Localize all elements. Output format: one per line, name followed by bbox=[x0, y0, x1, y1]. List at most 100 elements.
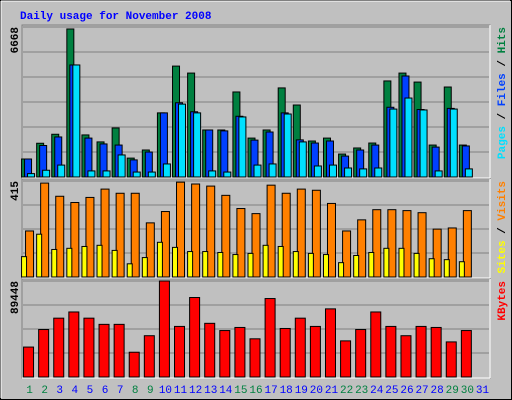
bar bbox=[162, 163, 171, 178]
bar bbox=[385, 325, 397, 378]
y-tick-label: 89448 bbox=[10, 281, 22, 314]
bar bbox=[340, 340, 352, 378]
bar bbox=[102, 170, 111, 178]
bar bbox=[268, 163, 277, 178]
x-tick-label: 12 bbox=[189, 385, 202, 397]
bar bbox=[206, 185, 216, 278]
legend-entry: Files bbox=[497, 73, 509, 106]
bar bbox=[145, 222, 155, 278]
bar bbox=[98, 323, 110, 378]
bar bbox=[443, 259, 450, 278]
bar bbox=[57, 164, 66, 178]
bar bbox=[70, 202, 80, 278]
bar bbox=[253, 164, 262, 178]
bar bbox=[81, 245, 88, 278]
x-tick-label: 7 bbox=[117, 385, 124, 397]
legend-entry: Hits bbox=[497, 27, 509, 53]
bar bbox=[404, 97, 413, 178]
bar bbox=[113, 323, 125, 378]
x-tick-label: 18 bbox=[280, 385, 293, 397]
x-tick-label: 9 bbox=[147, 385, 154, 397]
x-tick-label: 21 bbox=[325, 385, 339, 397]
x-tick-label: 24 bbox=[370, 385, 384, 397]
bar bbox=[447, 227, 457, 278]
bar bbox=[398, 247, 405, 278]
bar bbox=[42, 169, 51, 178]
bar bbox=[128, 351, 140, 378]
bar bbox=[251, 213, 261, 278]
bar bbox=[344, 167, 353, 178]
bar bbox=[460, 330, 472, 378]
bar bbox=[115, 192, 125, 278]
bar bbox=[266, 184, 276, 278]
x-tick-label: 30 bbox=[461, 385, 474, 397]
x-tick-label: 17 bbox=[264, 385, 277, 397]
x-tick-label: 2 bbox=[41, 385, 48, 397]
x-tick-label: 16 bbox=[249, 385, 262, 397]
bar bbox=[464, 168, 473, 178]
bar bbox=[419, 109, 428, 178]
bar bbox=[189, 297, 201, 378]
bar bbox=[283, 113, 292, 178]
bar bbox=[338, 262, 345, 278]
bar bbox=[55, 195, 65, 278]
bar bbox=[458, 261, 465, 278]
bar bbox=[249, 338, 261, 378]
bar bbox=[262, 244, 269, 278]
bar bbox=[111, 249, 118, 278]
bar bbox=[83, 317, 95, 378]
bar bbox=[326, 202, 336, 278]
x-tick-label: 5 bbox=[87, 385, 94, 397]
bar bbox=[158, 280, 170, 378]
x-tick-label: 31 bbox=[476, 385, 490, 397]
bar bbox=[100, 188, 110, 278]
legend: KBytes bbox=[497, 281, 509, 321]
bar bbox=[238, 116, 247, 178]
bar bbox=[400, 335, 412, 378]
bar bbox=[219, 330, 231, 378]
x-tick-label: 11 bbox=[174, 385, 188, 397]
bar bbox=[40, 182, 50, 278]
bar bbox=[322, 254, 329, 278]
bar bbox=[172, 246, 179, 278]
bar bbox=[178, 103, 187, 178]
bar bbox=[292, 251, 299, 278]
legend-entry: KBytes bbox=[497, 281, 509, 321]
bar bbox=[234, 326, 246, 378]
bar bbox=[38, 329, 50, 378]
bar bbox=[221, 194, 231, 278]
bar bbox=[328, 164, 337, 178]
bar bbox=[368, 251, 375, 278]
legend-separator: / bbox=[497, 106, 509, 126]
bar bbox=[187, 251, 194, 278]
bar bbox=[313, 165, 322, 178]
bar bbox=[462, 210, 472, 278]
x-tick-label: 28 bbox=[431, 385, 444, 397]
bar bbox=[389, 108, 398, 178]
x-tick-label: 3 bbox=[56, 385, 63, 397]
x-tick-label: 23 bbox=[355, 385, 368, 397]
x-tick-label: 22 bbox=[340, 385, 353, 397]
bar bbox=[87, 170, 96, 178]
bar bbox=[21, 256, 28, 278]
legend-separator: / bbox=[497, 221, 509, 241]
bar bbox=[72, 64, 81, 178]
bar bbox=[342, 230, 352, 278]
legend: Pages / Files / Hits bbox=[497, 27, 509, 159]
bar bbox=[415, 325, 427, 378]
bar bbox=[96, 244, 103, 278]
bar bbox=[355, 329, 367, 378]
bar bbox=[402, 210, 412, 278]
bar bbox=[279, 327, 291, 378]
bar bbox=[387, 209, 397, 278]
x-tick-label: 13 bbox=[204, 385, 217, 397]
bar bbox=[307, 252, 314, 278]
x-tick-label: 1 bbox=[26, 385, 33, 397]
bar bbox=[176, 181, 186, 278]
x-tick-label: 8 bbox=[132, 385, 139, 397]
x-tick-label: 20 bbox=[310, 385, 323, 397]
bar bbox=[432, 228, 442, 278]
y-tick-label: 415 bbox=[10, 181, 22, 201]
bar bbox=[298, 141, 307, 178]
bar bbox=[36, 233, 43, 278]
